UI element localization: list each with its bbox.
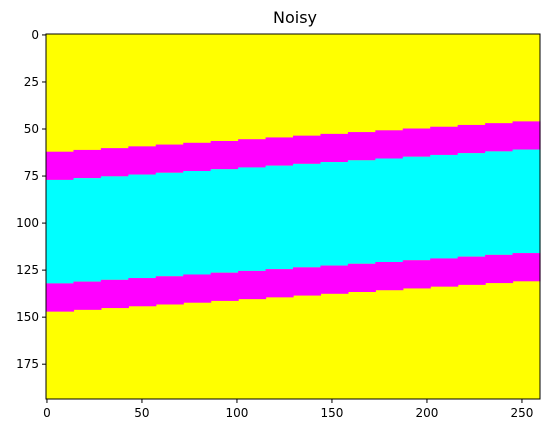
y-tick-label: 25 (24, 75, 39, 89)
y-tick-label: 100 (16, 216, 39, 230)
lower-edge-band (46, 253, 541, 312)
center-band-segment (430, 154, 459, 259)
upper-edge-band-segment (183, 142, 212, 172)
regions-layer (46, 121, 541, 312)
lower-edge-band-segment (320, 265, 349, 294)
upper-edge-band-segment (46, 151, 75, 180)
y-tick-label: 0 (31, 28, 39, 42)
x-tick-label: 150 (320, 406, 343, 420)
center-band-segment (375, 158, 404, 262)
x-tick-label: 200 (415, 406, 438, 420)
lower-edge-band-segment (430, 258, 459, 287)
center-band-segment (128, 174, 157, 279)
upper-edge-band-segment (512, 121, 541, 150)
x-axis: 0 50 100 150 200 250 (43, 399, 533, 420)
center-band-segment (155, 172, 184, 277)
upper-edge-band-segment (375, 130, 404, 159)
center-band-segment (46, 179, 75, 284)
lower-edge-band-segment (100, 279, 129, 309)
lower-edge-band-segment (238, 270, 267, 300)
lower-edge-band-segment (512, 253, 541, 282)
center-band-segment (210, 169, 239, 273)
upper-edge-band-segment (210, 140, 239, 170)
upper-edge-band-segment (347, 132, 376, 161)
y-tick-label: 175 (16, 357, 39, 371)
center-band-segment (512, 149, 541, 254)
lower-edge-band-segment (46, 283, 75, 312)
upper-edge-band-segment (265, 137, 294, 166)
upper-edge-band-segment (457, 124, 486, 154)
upper-edge-band-segment (402, 128, 431, 157)
center-band-segment (183, 171, 212, 275)
lower-edge-band-segment (402, 260, 431, 289)
lower-edge-band-segment (210, 272, 239, 301)
center-band-segment (347, 160, 376, 264)
center-band-segment (485, 151, 514, 255)
lower-edge-band-segment (155, 276, 184, 305)
lower-edge-band-segment (347, 263, 376, 293)
center-band-segment (265, 165, 294, 270)
center-band-segment (320, 162, 349, 266)
upper-edge-band-segment (238, 139, 267, 168)
center-band (46, 149, 541, 284)
lower-edge-band-segment (457, 256, 486, 285)
y-axis: 0 25 50 75 100 125 150 175 (16, 28, 46, 371)
center-band-segment (238, 167, 267, 271)
plot-area (45, 33, 541, 400)
lower-edge-band-segment (485, 254, 514, 284)
x-tick-label: 100 (225, 406, 248, 420)
center-band-segment (293, 163, 322, 268)
y-tick-label: 75 (24, 169, 39, 183)
plot-frame (45, 33, 541, 400)
lower-edge-band-segment (73, 281, 102, 310)
upper-edge-band-segment (485, 123, 514, 152)
upper-edge-band (46, 121, 541, 180)
y-tick-label: 150 (16, 310, 39, 324)
upper-edge-band-segment (155, 144, 184, 173)
lower-edge-band-segment (293, 267, 322, 296)
x-tick-label: 0 (43, 406, 51, 420)
upper-edge-band-segment (100, 148, 129, 177)
y-tick-label: 125 (16, 263, 39, 277)
lower-edge-band-segment (128, 278, 157, 307)
chart-title: Noisy (273, 8, 317, 27)
lower-edge-band-segment (375, 261, 404, 291)
lower-edge-band-segment (183, 274, 212, 303)
y-tick-label: 50 (24, 122, 39, 136)
upper-edge-band-segment (128, 146, 157, 175)
center-band-segment (402, 156, 431, 261)
x-tick-label: 250 (510, 406, 533, 420)
x-tick-label: 50 (134, 406, 149, 420)
center-band-segment (100, 176, 129, 280)
upper-edge-band-segment (73, 149, 102, 179)
center-band-segment (457, 153, 486, 257)
upper-edge-band-segment (430, 126, 459, 155)
upper-edge-band-segment (320, 133, 349, 163)
lower-edge-band-segment (265, 269, 294, 298)
upper-edge-band-segment (293, 135, 322, 164)
center-band-segment (73, 178, 102, 282)
